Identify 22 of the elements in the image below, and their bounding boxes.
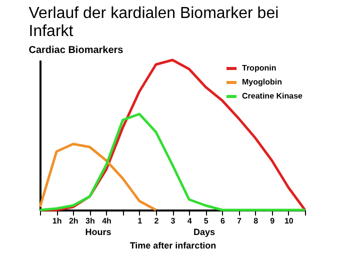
x-tick-label: 2 xyxy=(154,216,160,226)
x-tick-label: 1 xyxy=(138,216,143,226)
x-tick-label: 1h xyxy=(52,216,62,226)
x-tick-label: 9 xyxy=(270,216,276,226)
x-tick-label: 6 xyxy=(220,216,226,226)
x-tick-label: 4 xyxy=(187,216,192,226)
x-tick-label: 3h xyxy=(86,216,95,226)
text: Days xyxy=(194,227,216,237)
x-axis-title: Time after infarction xyxy=(130,240,216,250)
chart-subtitle: Cardiac Biomarkers xyxy=(28,44,124,56)
x-tick-label: 5 xyxy=(204,216,209,226)
x-tick-label: 2h xyxy=(68,216,78,226)
x-tick-label: 10 xyxy=(284,216,294,226)
legend-label: Myoglobin xyxy=(242,78,282,86)
x-tick-label: 4h xyxy=(102,216,112,226)
text: Hours xyxy=(85,227,112,237)
x-tick-label: 7 xyxy=(237,216,242,226)
x-tick-label: 3 xyxy=(170,216,176,226)
x-tick-label: 8 xyxy=(254,216,259,226)
legend-label: Creatine Kinase xyxy=(242,92,304,100)
legend-label: Troponin xyxy=(242,64,276,72)
chart-title: Verlauf der kardialen Biomarker bei Infarkt xyxy=(28,4,279,40)
